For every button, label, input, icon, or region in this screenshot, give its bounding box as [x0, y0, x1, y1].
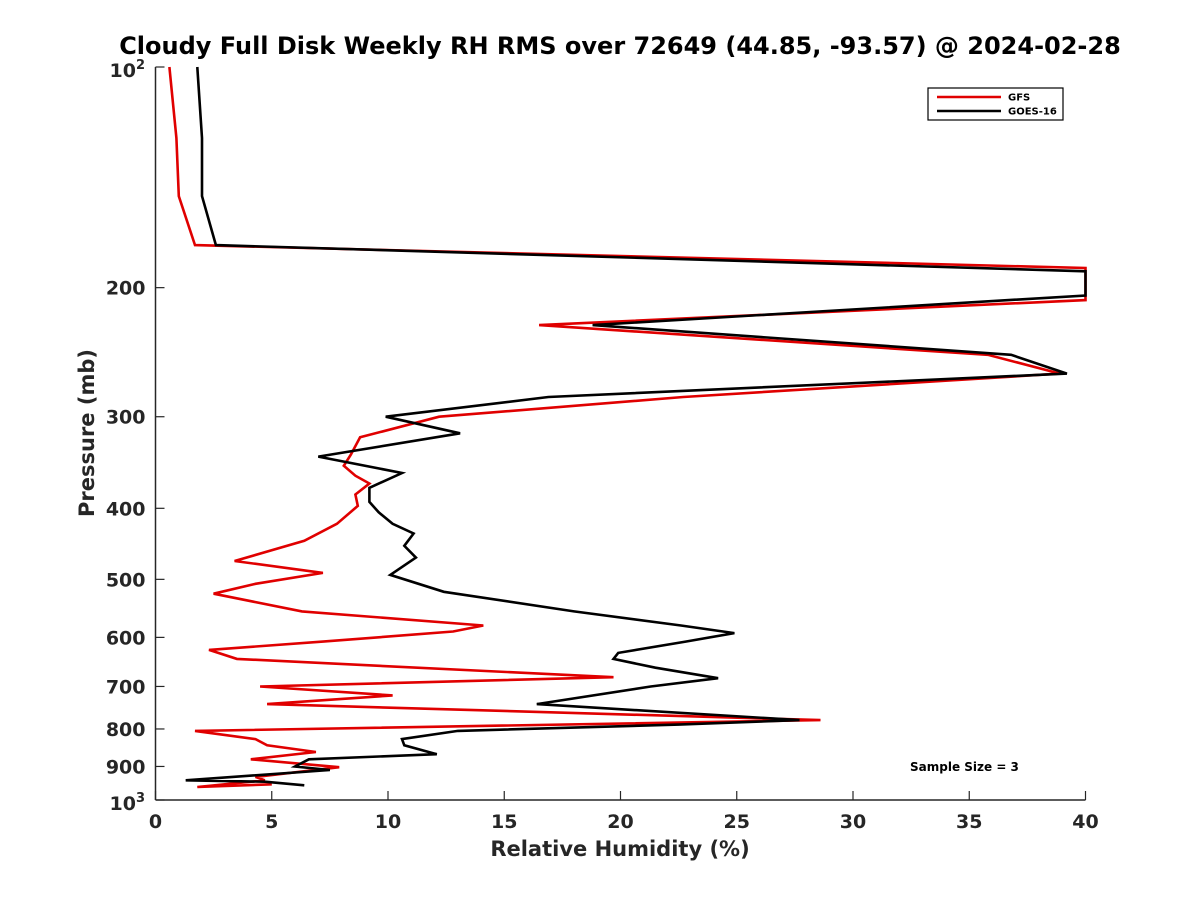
- x-tick-label: 25: [724, 811, 750, 833]
- y-tick-label: 700: [106, 676, 146, 698]
- plot-area: [155, 67, 1086, 800]
- series-line-goes-16: [185, 66, 1087, 787]
- y-tick-label: 400: [106, 498, 146, 520]
- x-axis-ticks: 0 5 10 15 20 25 30 35 40: [149, 791, 1099, 833]
- chart-title: Cloudy Full Disk Weekly RH RMS over 7264…: [119, 32, 1121, 60]
- y-tick-label-bottom: 103: [110, 791, 146, 815]
- sample-size-annotation: Sample Size = 3: [910, 760, 1019, 774]
- y-tick-top-exponent: 2: [136, 58, 145, 73]
- x-tick-label: 20: [607, 811, 633, 833]
- y-axis-ticks: 200 300 400 500 600 700 800 900: [106, 66, 165, 801]
- y-tick-label: 600: [106, 627, 146, 649]
- y-tick-bottom-exponent: 3: [136, 791, 145, 806]
- y-tick-label: 800: [106, 719, 146, 741]
- x-tick-label: 30: [840, 811, 866, 833]
- x-tick-label: 35: [956, 811, 982, 833]
- legend-label-goes16: GOES-16: [1008, 107, 1057, 118]
- y-tick-label: 500: [106, 569, 146, 591]
- legend-box: [927, 87, 1064, 121]
- x-tick-label: 10: [375, 811, 401, 833]
- y-tick-label: 300: [106, 407, 146, 429]
- legend: GFS GOES-16: [927, 87, 1064, 121]
- y-axis-label: Pressure (mb): [75, 349, 99, 517]
- x-tick-label: 0: [149, 811, 162, 833]
- series-line-gfs: [168, 66, 1087, 789]
- y-tick-label-top: 102: [110, 58, 146, 82]
- legend-label-gfs: GFS: [1008, 93, 1030, 104]
- series-layer: [168, 66, 1087, 789]
- x-tick-label: 15: [491, 811, 517, 833]
- y-tick-label: 200: [106, 278, 146, 300]
- x-tick-label: 5: [265, 811, 278, 833]
- x-axis-label: Relative Humidity (%): [490, 837, 749, 861]
- y-tick-bottom-base: 10: [110, 793, 136, 815]
- x-tick-label: 40: [1072, 811, 1098, 833]
- y-tick-label: 900: [106, 756, 146, 778]
- y-tick-top-base: 10: [110, 60, 136, 82]
